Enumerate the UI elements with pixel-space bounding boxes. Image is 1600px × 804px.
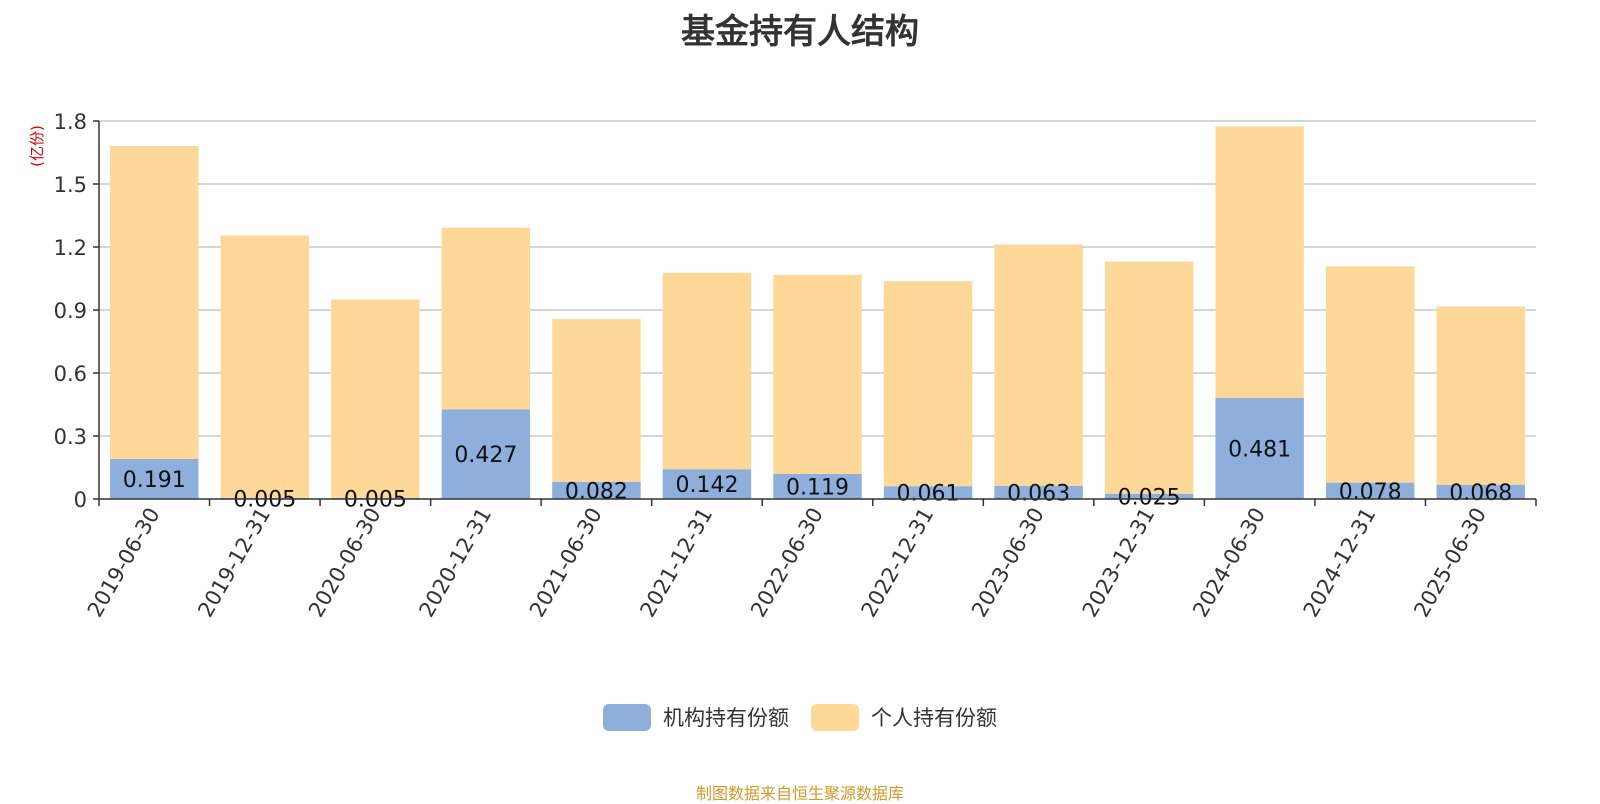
bar-individual[interactable] bbox=[331, 299, 420, 498]
bar-individual[interactable] bbox=[662, 272, 752, 470]
y-tick-label: 1.5 bbox=[54, 173, 87, 197]
bar-institutional[interactable] bbox=[1325, 482, 1415, 499]
bar-value-label: 0.068 bbox=[1449, 481, 1512, 506]
x-tick-label: 2024-06-30 bbox=[1188, 504, 1270, 622]
bar-value-label: 0.025 bbox=[1118, 485, 1181, 510]
y-tick-label: 0.6 bbox=[54, 362, 87, 386]
bar-individual[interactable] bbox=[441, 227, 531, 410]
y-tick-label: 1.8 bbox=[54, 110, 87, 134]
y-axis-unit-label: (亿份) bbox=[28, 125, 46, 167]
bar-institutional[interactable] bbox=[441, 409, 531, 499]
chart-title: 基金持有人结构 bbox=[681, 12, 919, 52]
x-tick-label: 2019-12-31 bbox=[193, 504, 275, 622]
bar-institutional[interactable] bbox=[1436, 484, 1525, 499]
bar-value-label: 0.191 bbox=[123, 468, 186, 493]
bar-individual[interactable] bbox=[1436, 306, 1525, 485]
bar-value-label: 0.061 bbox=[897, 482, 960, 507]
bar-value-label: 0.078 bbox=[1339, 480, 1402, 505]
legend-item-individual[interactable]: 个人持有份额 bbox=[811, 702, 997, 732]
bar-institutional[interactable] bbox=[552, 481, 641, 499]
bar-institutional[interactable] bbox=[773, 474, 862, 499]
y-tick-label: 0.9 bbox=[54, 299, 87, 323]
bar-individual[interactable] bbox=[994, 244, 1083, 486]
x-tick-label: 2025-06-30 bbox=[1409, 504, 1491, 622]
bar-individual[interactable] bbox=[883, 281, 973, 487]
x-tick-label: 2021-12-31 bbox=[635, 504, 717, 622]
x-tick-label: 2020-12-31 bbox=[414, 504, 496, 622]
data-source-note: 制图数据来自恒生聚源数据库 bbox=[695, 784, 904, 803]
bar-value-label: 0.142 bbox=[675, 473, 738, 498]
bar-individual[interactable] bbox=[1104, 261, 1194, 494]
y-tick-label: 1.2 bbox=[54, 236, 87, 260]
bar-institutional[interactable] bbox=[994, 485, 1083, 499]
x-tick-label: 2022-06-30 bbox=[746, 504, 828, 622]
bar-individual[interactable] bbox=[552, 319, 641, 482]
x-tick-label: 2024-12-31 bbox=[1299, 504, 1381, 622]
y-tick-label: 0 bbox=[74, 488, 87, 512]
bar-value-label: 0.481 bbox=[1228, 437, 1291, 462]
bars bbox=[110, 126, 1525, 499]
bar-value-label: 0.119 bbox=[786, 476, 849, 501]
bar-institutional[interactable] bbox=[662, 469, 752, 499]
bar-individual[interactable] bbox=[773, 274, 862, 475]
x-tick-label: 2020-06-30 bbox=[304, 504, 386, 622]
y-tick-label: 0.3 bbox=[54, 425, 87, 449]
bar-institutional[interactable] bbox=[1215, 397, 1304, 499]
bar-value-label: 0.005 bbox=[344, 487, 407, 512]
legend-swatch-individual bbox=[811, 703, 859, 731]
bar-value-label: 0.082 bbox=[565, 479, 628, 504]
bar-institutional[interactable] bbox=[110, 458, 199, 499]
bar-value-label: 0.005 bbox=[233, 487, 296, 512]
bar-labels: 0.191 0.005 0.005 0.427 0.082 0.142 0.119 0.061… bbox=[123, 437, 1512, 512]
x-tick-label: 2022-12-31 bbox=[857, 504, 939, 622]
bar-institutional[interactable] bbox=[1104, 493, 1194, 499]
x-tick-label: 2019-06-30 bbox=[83, 504, 165, 622]
bar-individual[interactable] bbox=[1325, 266, 1415, 483]
legend: 机构持有份额 个人持有份额 bbox=[0, 702, 1600, 732]
x-tick-label: 2021-06-30 bbox=[525, 504, 607, 622]
bar-individual[interactable] bbox=[220, 235, 310, 498]
bar-individual[interactable] bbox=[110, 145, 199, 459]
legend-label-individual: 个人持有份额 bbox=[871, 706, 997, 730]
x-tick-label: 2023-12-31 bbox=[1078, 504, 1160, 622]
bar-individual[interactable] bbox=[1215, 126, 1304, 398]
x-tick-label: 2023-06-30 bbox=[967, 504, 1049, 622]
bar-value-label: 0.063 bbox=[1007, 481, 1070, 506]
legend-label-institutional: 机构持有份额 bbox=[663, 706, 789, 730]
bar-institutional[interactable] bbox=[883, 486, 973, 499]
stacked-bar-chart: 0.191 0.005 0.005 0.427 0.082 0.142 0.119 0.061… bbox=[28, 110, 1537, 622]
legend-swatch-institutional bbox=[603, 703, 651, 731]
legend-item-institutional[interactable]: 机构持有份额 bbox=[603, 702, 789, 732]
bar-value-label: 0.427 bbox=[454, 443, 517, 468]
